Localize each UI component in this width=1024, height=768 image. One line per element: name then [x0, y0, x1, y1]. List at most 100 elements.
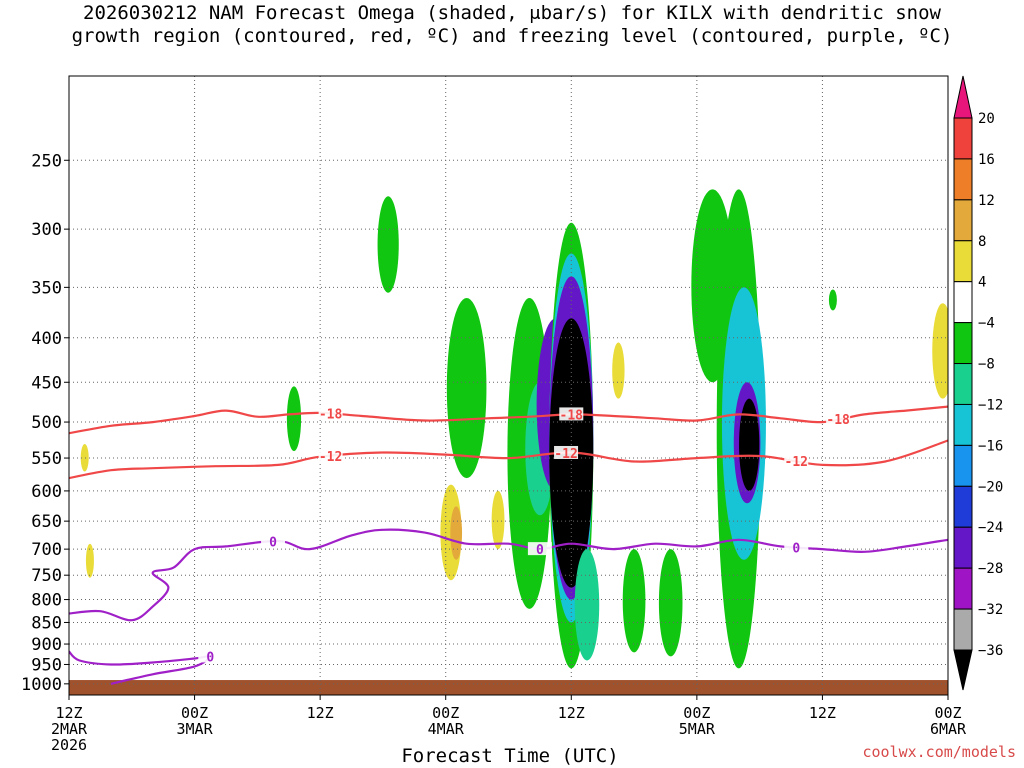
y-tick-label-0: 250: [31, 151, 62, 171]
colorbar-seg-7: [953, 363, 973, 405]
colorbar-seg-11: [953, 526, 973, 569]
contour-label-2-0: 0: [269, 536, 277, 551]
x-axis-label: Forecast Time (UTC): [401, 745, 618, 767]
y-tick-label-2: 350: [31, 278, 62, 298]
x-tick-label-7-l2: 6MAR: [930, 720, 967, 738]
colorbar-seg-4: [953, 240, 973, 283]
contour-line-0: [69, 405, 948, 435]
x-tick-label-1-l1: 00Z: [181, 704, 208, 722]
colorbar-seg-12: [953, 567, 973, 610]
x-tick-label-0-l3: 2026: [51, 736, 87, 754]
colorbar-seg-8: [953, 403, 973, 446]
omega-blob-15: [574, 549, 600, 661]
colorbar-label-13: −36: [978, 643, 1003, 659]
contour-label-1-0: -12: [319, 450, 342, 465]
colorbar-top-arrow: [953, 75, 973, 119]
colorbar-label-5: −4: [978, 316, 995, 332]
chart-title: 2026030212 NAM Forecast Omega (shaded, μ…: [0, 2, 1024, 48]
colorbar-label-10: −24: [978, 520, 1003, 536]
ground-fill: [69, 680, 948, 695]
contour-labels: -18 -18 -18 -12 -12 -12 0 0 0 0: [198, 406, 851, 665]
colorbar-seg-2: [953, 158, 973, 201]
colorbar-label-3: 8: [978, 234, 986, 250]
contour-label-bg-0-2: [826, 412, 851, 426]
y-tick-label-13: 900: [31, 635, 62, 655]
contour-line-2: [69, 528, 948, 622]
contour-label-bg-2-2: [784, 540, 809, 554]
site-credit: coolwx.com/models: [862, 743, 1016, 761]
colorbar-label-1: 16: [978, 152, 995, 168]
x-tick-label-5-l1: 00Z: [683, 704, 710, 722]
omega-blob-16: [622, 549, 646, 653]
title-line-2: growth region (contoured, red, ºC) and f…: [71, 25, 953, 47]
omega-blob-7: [446, 297, 487, 479]
x-tick-label-1-l2: 3MAR: [177, 720, 214, 738]
colorbar-label-12: −32: [978, 602, 1003, 618]
omega-blob-1: [286, 386, 302, 452]
contour-label-0-1: -18: [560, 408, 584, 423]
colorbar-seg-10: [953, 485, 973, 528]
y-tick-label-3: 400: [31, 329, 62, 349]
contour-label-2-2: 0: [792, 541, 800, 556]
colorbar-seg-3: [953, 199, 973, 242]
x-tick-label-7-l1: 00Z: [934, 704, 961, 722]
y-tick-label-10: 750: [31, 566, 62, 586]
colorbar-label-4: 4: [978, 275, 986, 291]
contour-label-1-2: -12: [785, 455, 808, 470]
x-tick-label-6-l1: 12Z: [809, 704, 836, 722]
colorbar-label-9: −20: [978, 479, 1003, 495]
ground-layer: [69, 680, 948, 695]
colorbar-bottom-arrow: [953, 649, 973, 691]
plot-frame: [68, 75, 949, 696]
colorbar-label-7: −12: [978, 397, 1003, 413]
omega-blob-23: [828, 289, 837, 311]
x-tick-label-3-l2: 4MAR: [428, 720, 465, 738]
contour-label-0-2: -18: [826, 413, 850, 428]
contour-label-bg-2-0: [261, 534, 286, 548]
contour-label-bg-3-0: [198, 649, 223, 663]
omega-blob-24: [932, 303, 948, 399]
x-tick-label-0-l1: 12Z: [55, 704, 82, 722]
y-tick-label-6: 550: [31, 449, 62, 469]
x-tick-label-3-l1: 00Z: [432, 704, 459, 722]
contour-label-2-1: 0: [536, 543, 544, 558]
colorbar-label-11: −28: [978, 561, 1003, 577]
contour-label-bg-1-2: [784, 454, 809, 468]
omega-blob-6: [450, 506, 463, 560]
y-tick-label-9: 700: [31, 540, 62, 560]
x-tick-label-5-l2: 5MAR: [679, 720, 716, 738]
x-tick-label-0-l2: 2MAR: [51, 720, 88, 738]
contour-label-bg-1-1: [554, 445, 579, 459]
contour-label-1-1: -12: [554, 447, 577, 462]
colorbar-label-2: 12: [978, 193, 995, 209]
omega-blob-5: [491, 490, 505, 550]
colorbar-label-6: −8: [978, 357, 995, 373]
colorbar-seg-13: [953, 608, 973, 651]
grid-lines: [68, 76, 949, 695]
y-tick-label-7: 600: [31, 482, 62, 502]
omega-blob-25: [612, 342, 625, 399]
y-tick-label-15: 1000: [21, 675, 62, 695]
y-tick-label-11: 800: [31, 591, 62, 611]
contour-label-bg-0-1: [559, 407, 584, 421]
y-tick-label-8: 650: [31, 512, 62, 532]
omega-blob-22: [739, 398, 760, 491]
colorbar-label-8: −16: [978, 438, 1003, 454]
contour-label-3-0: 0: [206, 650, 214, 665]
y-tick-label-5: 500: [31, 413, 62, 433]
contour-label-bg-1-0: [318, 448, 343, 462]
colorbar-seg-5: [953, 281, 973, 324]
y-tick-label-14: 950: [31, 655, 62, 675]
x-tick-label-2-l1: 12Z: [307, 704, 334, 722]
colorbar: 20 16 12 8 4 −4 −8 −12 −16 −20 −24 −28 −32 −36: [953, 75, 1003, 691]
contour-label-bg-0-0: [318, 406, 343, 420]
title-line-1: 2026030212 NAM Forecast Omega (shaded, μ…: [83, 2, 941, 24]
y-tick-label-12: 850: [31, 613, 62, 633]
x-tick-label-4-l1: 12Z: [558, 704, 585, 722]
omega-blob-17: [658, 549, 683, 657]
colorbar-seg-9: [953, 444, 973, 487]
colorbar-seg-6: [953, 322, 973, 365]
